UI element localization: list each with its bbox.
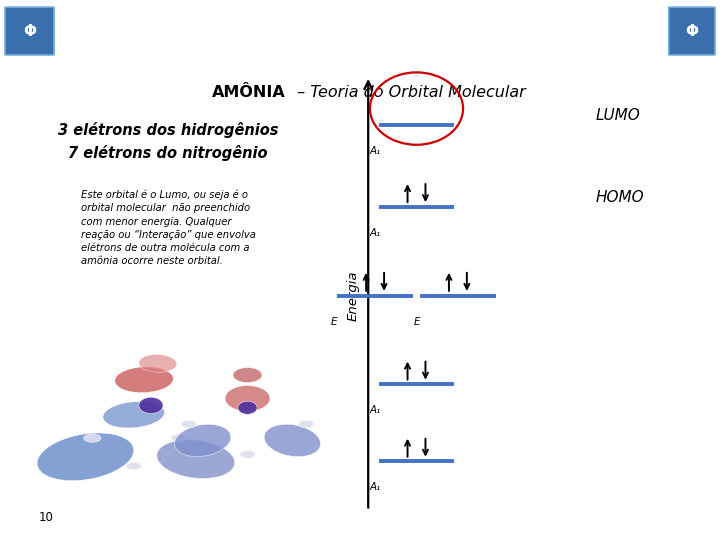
Ellipse shape: [299, 420, 314, 428]
Text: Φ: Φ: [685, 24, 698, 38]
FancyBboxPatch shape: [669, 7, 715, 55]
Text: A₁: A₁: [369, 406, 381, 415]
Text: 10: 10: [38, 511, 53, 524]
Ellipse shape: [37, 433, 134, 481]
Text: HOMO: HOMO: [596, 190, 644, 205]
Ellipse shape: [240, 451, 255, 458]
Text: A₁: A₁: [369, 146, 381, 156]
Ellipse shape: [171, 434, 186, 442]
Text: Φ: Φ: [23, 24, 36, 38]
Ellipse shape: [139, 397, 163, 414]
Ellipse shape: [264, 424, 320, 456]
Ellipse shape: [225, 386, 270, 411]
Text: A₁: A₁: [369, 483, 381, 492]
Text: LUMO: LUMO: [596, 109, 641, 123]
Text: E: E: [413, 316, 420, 327]
Ellipse shape: [181, 420, 197, 428]
Ellipse shape: [84, 434, 101, 442]
Ellipse shape: [114, 367, 174, 393]
Ellipse shape: [126, 462, 141, 470]
Text: 3 elétrons dos hidrogênios: 3 elétrons dos hidrogênios: [58, 122, 279, 138]
Ellipse shape: [139, 354, 177, 372]
Text: AMÔNIA: AMÔNIA: [212, 85, 285, 100]
Text: – Teoria do Orbital Molecular: – Teoria do Orbital Molecular: [292, 85, 526, 100]
Text: A₁: A₁: [369, 228, 381, 238]
Text: E: E: [330, 316, 337, 327]
Ellipse shape: [233, 368, 262, 382]
Ellipse shape: [157, 440, 235, 478]
Ellipse shape: [103, 402, 164, 428]
Text: Energia: Energia: [346, 271, 359, 321]
Text: QFU0341 — Estrutura e Propriedades de Compostos Orgânicos: QFU0341 — Estrutura e Propriedades de Co…: [12, 208, 18, 394]
FancyBboxPatch shape: [5, 7, 54, 55]
Ellipse shape: [174, 424, 231, 456]
Ellipse shape: [238, 401, 257, 414]
Text: Este orbital é o Lumo, ou seja é o
orbital molecular  não preenchido
com menor e: Este orbital é o Lumo, ou seja é o orbit…: [81, 190, 256, 266]
Text: 7 elétrons do nitrogênio: 7 elétrons do nitrogênio: [68, 145, 268, 161]
Text: Comparação: Comparação: [263, 17, 457, 45]
